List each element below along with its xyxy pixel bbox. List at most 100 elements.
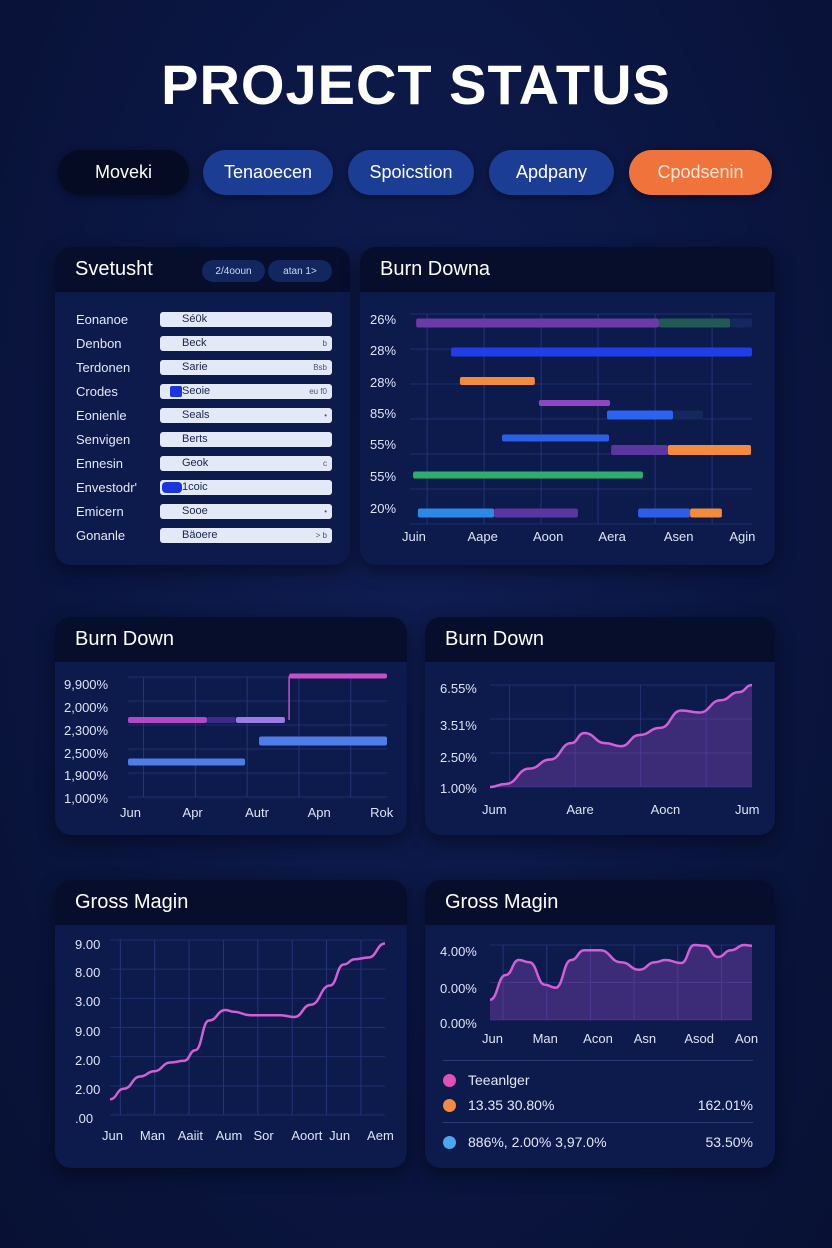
y-tick-label: 85%	[370, 406, 396, 421]
status-row[interactable]: Eonanoe Sé0k	[76, 311, 332, 327]
row-value-field[interactable]: Berts	[160, 431, 332, 447]
status-row[interactable]: Envestodr' 1coic	[76, 479, 332, 495]
y-tick-label: 2.50%	[440, 750, 477, 765]
row-value-field[interactable]: Seoie eu f0	[160, 383, 332, 399]
x-tick-label: Asod	[684, 1031, 714, 1046]
status-row[interactable]: Senvigen Berts	[76, 431, 332, 447]
row-label: Gonanle	[76, 527, 126, 543]
gantt-bar[interactable]	[606, 410, 673, 420]
row-meta: •	[324, 410, 327, 420]
status-row[interactable]: Terdonen Sarie Bsb	[76, 359, 332, 375]
x-tick-label: Asen	[664, 529, 694, 544]
gantt-bar[interactable]	[289, 673, 387, 679]
y-tick-label: 28%	[370, 343, 396, 358]
status-row[interactable]: Gonanle Bäoere > b	[76, 527, 332, 543]
y-tick-label: 3.51%	[440, 718, 477, 733]
y-tick-label: 0.00%	[440, 981, 477, 996]
panel-title: Burn Downa	[360, 247, 775, 292]
y-tick-label: 6.55%	[440, 681, 477, 696]
y-tick-label: 55%	[370, 469, 396, 484]
gantt-bar[interactable]	[236, 717, 285, 723]
status-row[interactable]: Eonienle Seals •	[76, 407, 332, 423]
y-tick-label: 4.00%	[440, 944, 477, 959]
y-tick-label: .00	[75, 1111, 93, 1126]
row-meta: Bsb	[313, 362, 327, 372]
row-value-field[interactable]: Bäoere > b	[160, 527, 332, 543]
y-tick-label: 2,500%	[64, 746, 109, 761]
gantt-bar[interactable]	[259, 736, 387, 746]
row-label: Senvigen	[76, 431, 131, 447]
filter-pill[interactable]: atan 1>	[268, 260, 332, 282]
row-value-field[interactable]: Sooe •	[160, 503, 332, 519]
row-value: Sarie	[182, 361, 208, 373]
gantt-bar[interactable]	[501, 434, 610, 442]
row-value: 1coic	[182, 481, 208, 493]
gantt-bar[interactable]	[128, 758, 246, 766]
y-tick-label: 0.00%	[440, 1016, 477, 1031]
row-value-field[interactable]: Geok c	[160, 455, 332, 471]
gantt-bar[interactable]	[538, 400, 611, 406]
row-value-field[interactable]: Seals •	[160, 407, 332, 423]
y-tick-label: 3.00	[75, 994, 100, 1009]
color-swatch	[162, 481, 182, 493]
divider	[443, 1122, 753, 1123]
color-swatch	[170, 385, 182, 397]
line-panel: Gross Magin 9.00 8.00 3.00 9.00 2.00 2.00 .00 J…	[55, 880, 407, 1168]
gantt-bar[interactable]	[658, 318, 731, 328]
gantt-panel-1: Burn Downa 26% 28% 28% 85% 55% 55% 20% Juin Aape…	[360, 247, 775, 565]
gantt-bar[interactable]	[638, 508, 691, 518]
status-row[interactable]: Ennesin Geok c	[76, 455, 332, 471]
row-label: Crodes	[76, 383, 118, 399]
gantt-bar[interactable]	[416, 318, 659, 328]
row-label: Eonienle	[76, 407, 127, 423]
panel-title: Burn Down	[425, 617, 775, 662]
row-value: Beck	[182, 337, 207, 349]
row-value: Sé0k	[182, 313, 208, 325]
gantt-bar[interactable]	[451, 347, 752, 357]
status-row[interactable]: Emicern Sooe •	[76, 503, 332, 519]
gantt-bar[interactable]	[690, 508, 722, 518]
row-meta: eu f0	[309, 386, 327, 396]
y-tick-label: 26%	[370, 312, 396, 327]
gantt-bar[interactable]	[672, 410, 704, 420]
y-tick-label: 20%	[370, 501, 396, 516]
line-chart: 9.00 8.00 3.00 9.00 2.00 2.00 .00 Jun Man Aaiit Au…	[75, 937, 394, 1143]
gantt-bar[interactable]	[667, 445, 751, 455]
x-tick-label: Jun	[482, 1031, 503, 1046]
row-label: Eonanoe	[76, 311, 129, 327]
gantt-bar[interactable]	[459, 377, 535, 385]
row-value-field[interactable]: Sarie Bsb	[160, 359, 332, 375]
gantt-bar[interactable]	[206, 717, 237, 723]
tab-1[interactable]: Moveki	[58, 150, 189, 195]
x-tick-label: Aoon	[533, 529, 563, 544]
tab-3[interactable]: Spoicstion	[348, 150, 474, 195]
row-value: Seals	[182, 409, 210, 421]
tab-4[interactable]: Apdpany	[489, 150, 614, 195]
x-tick-label: Aem	[367, 1128, 394, 1143]
area-fill	[490, 945, 752, 1020]
area-chart: 4.00% 0.00% 0.00% Jun Man Acon Asn Asod Aon	[440, 943, 758, 1046]
row-value-field[interactable]: 1coic	[160, 479, 332, 495]
gantt-bar[interactable]	[730, 318, 752, 328]
row-label: Emicern	[76, 503, 124, 519]
row-meta: •	[324, 506, 327, 516]
gantt-bar[interactable]	[417, 508, 495, 518]
status-row[interactable]: Denbon Beck b	[76, 335, 332, 351]
row-value-field[interactable]: Sé0k	[160, 311, 332, 327]
gantt-bar[interactable]	[494, 508, 578, 518]
gantt-chart: 26% 28% 28% 85% 55% 55% 20% Juin Aape Aoon Aera Ase…	[370, 312, 755, 544]
y-tick-label: 9.00	[75, 937, 100, 952]
gantt-bar[interactable]	[611, 445, 668, 455]
gantt-bar[interactable]	[128, 717, 207, 723]
legend-item: 886%, 2.00% 3,97.0% 53.50%	[443, 1134, 753, 1150]
filter-pill[interactable]: 2/4ooun	[202, 260, 265, 282]
legend-item: 13.35 30.80% 162.01%	[443, 1097, 753, 1113]
gantt-bar[interactable]	[413, 471, 643, 479]
status-row[interactable]: Crodes Seoie eu f0	[76, 383, 332, 399]
x-tick-label: Juin	[402, 529, 426, 544]
tab-2[interactable]: Tenaoecen	[203, 150, 333, 195]
legend-item: Teeanlger	[443, 1072, 753, 1088]
row-value-field[interactable]: Beck b	[160, 335, 332, 351]
status-panel: Svetusht 2/4ooun atan 1> Eonanoe Sé0k Denb…	[55, 247, 350, 565]
tab-5[interactable]: Cpodsenin	[629, 150, 772, 195]
